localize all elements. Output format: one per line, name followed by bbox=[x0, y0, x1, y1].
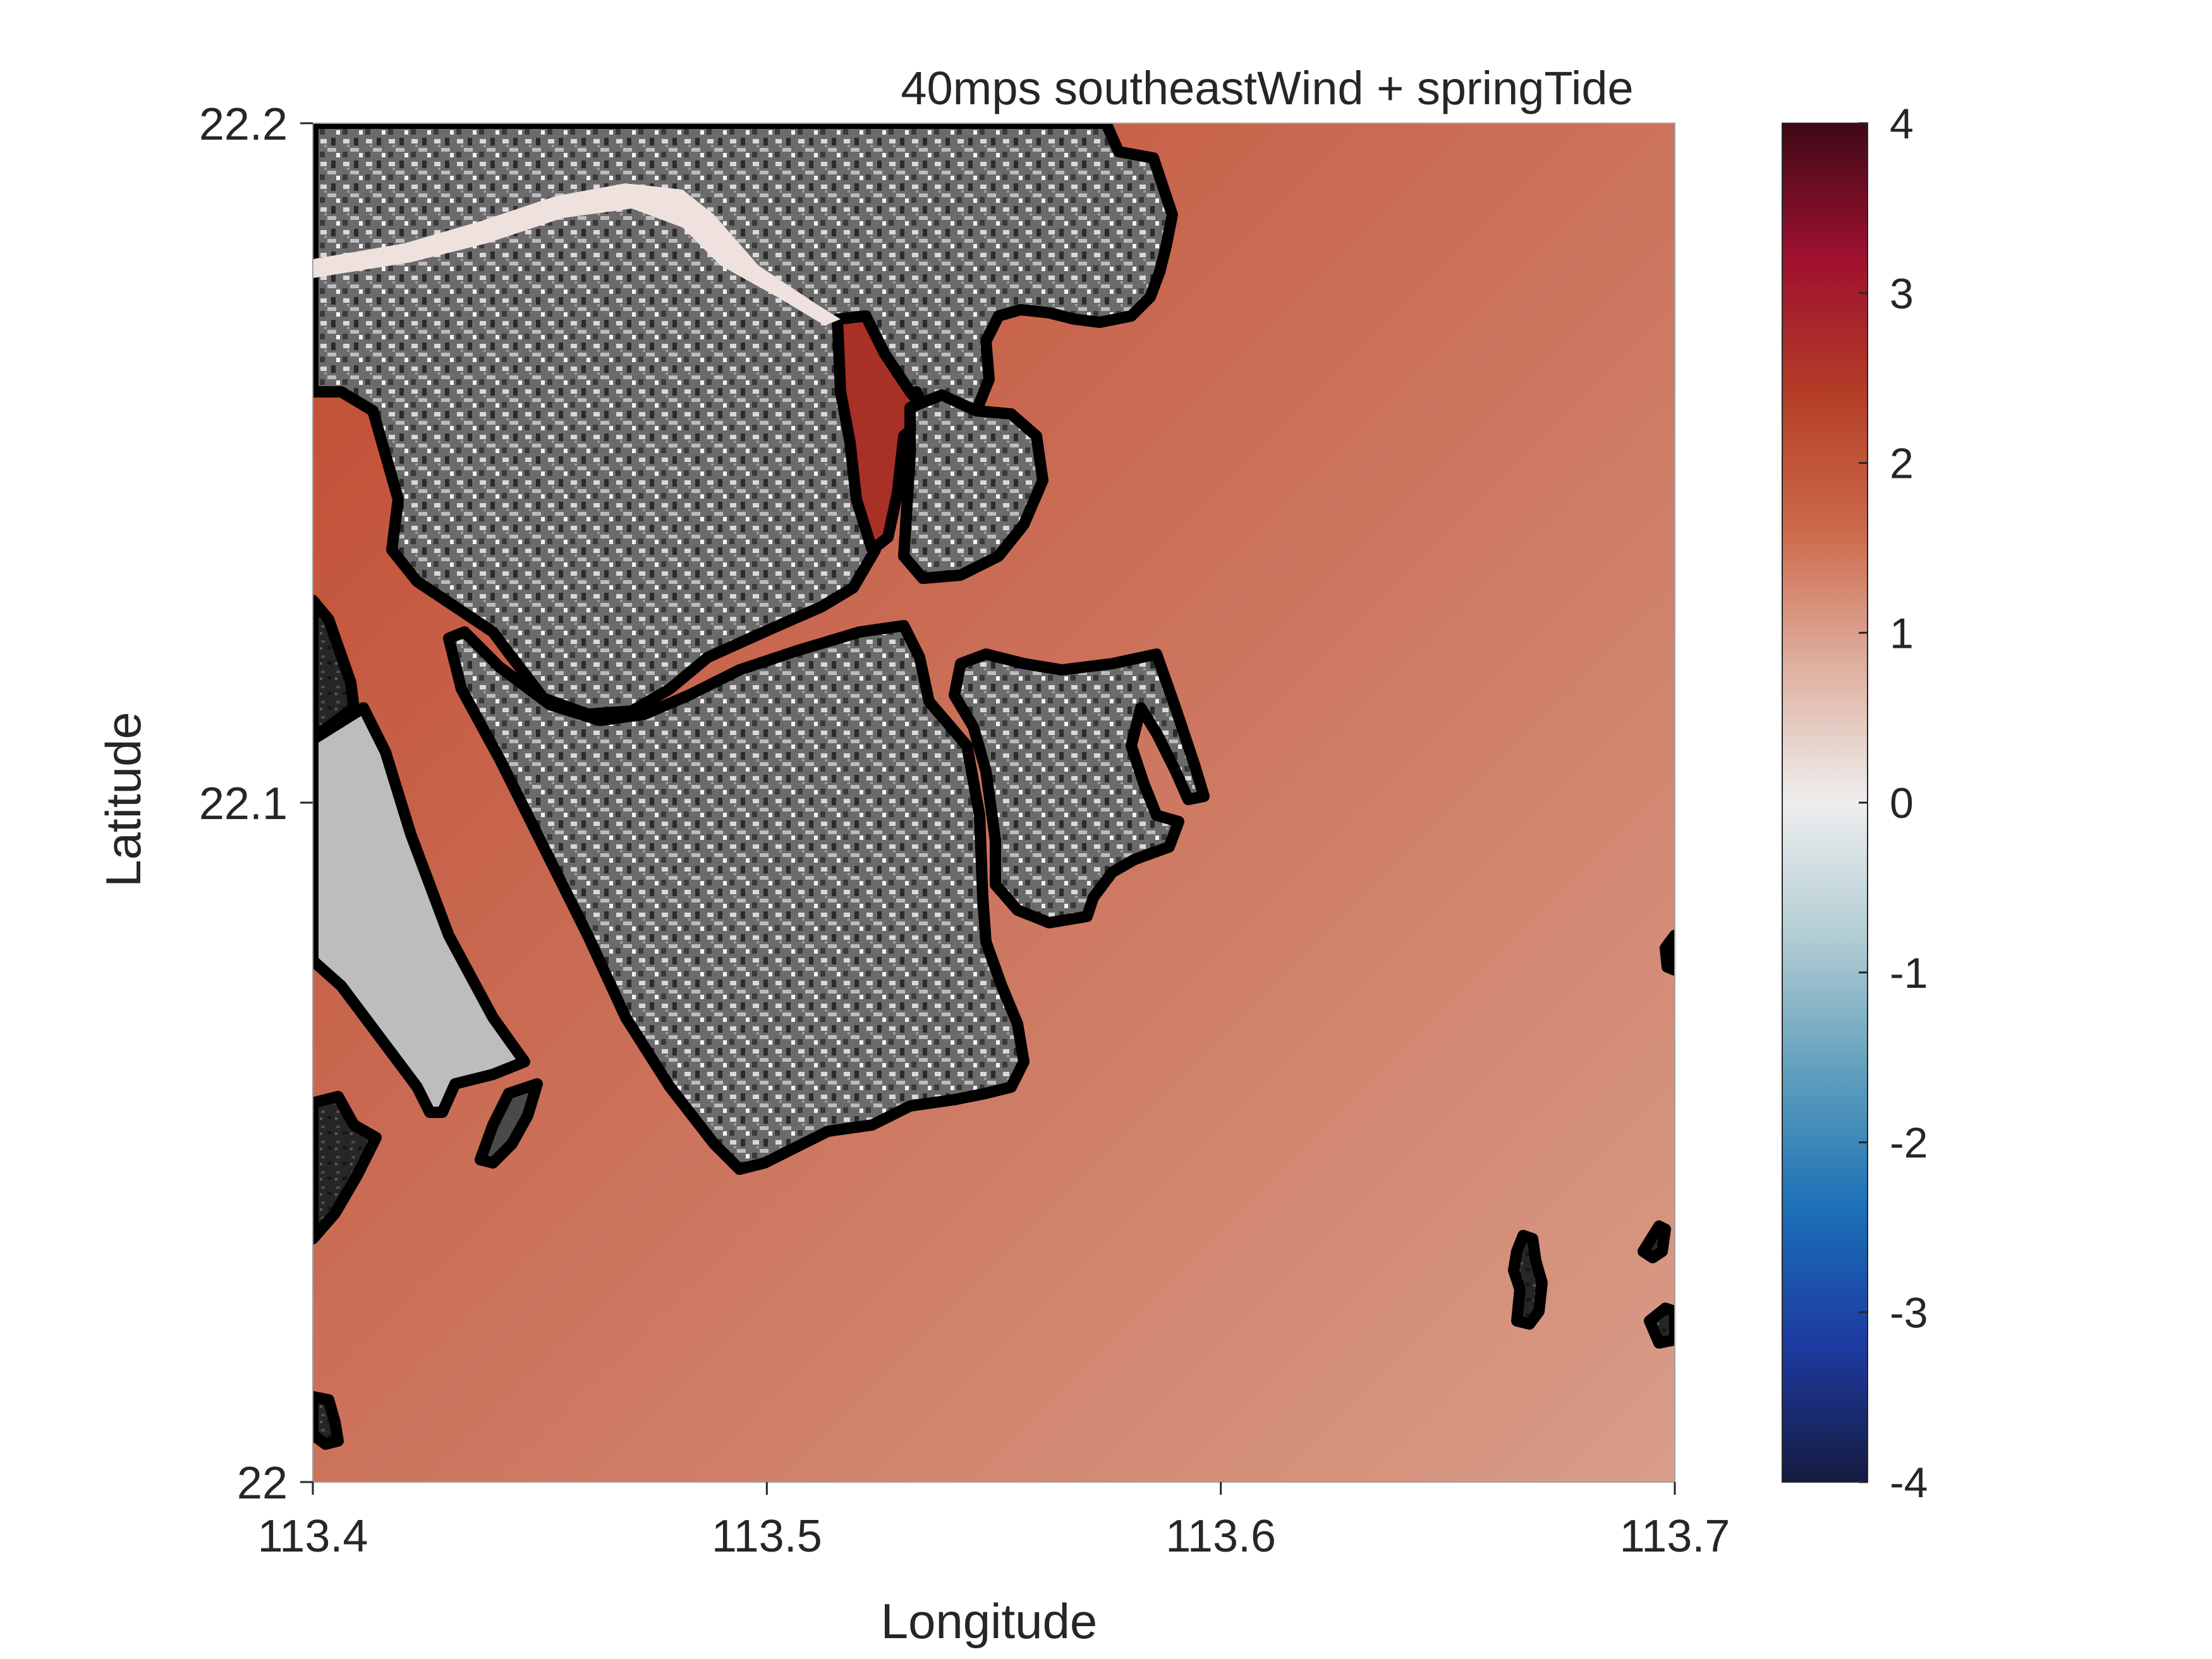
y-tick-label: 22.1 bbox=[199, 779, 288, 829]
colorbar: -4 -3 -2 -1 0 1 2 3 4 bbox=[1782, 100, 1928, 1507]
colorbar-ticks: -4 -3 -2 -1 0 1 2 3 4 bbox=[1859, 100, 1928, 1507]
map-plot-area bbox=[312, 123, 1675, 1483]
x-tick-label: 113.5 bbox=[712, 1511, 822, 1562]
y-tick-label: 22 bbox=[237, 1458, 288, 1509]
y-tick-label: 22.2 bbox=[199, 99, 288, 150]
x-tick-label: 113.6 bbox=[1165, 1511, 1276, 1562]
colorbar-tick-label: -3 bbox=[1890, 1289, 1928, 1337]
colorbar-tick-label: -4 bbox=[1890, 1459, 1928, 1507]
land-east-peninsula bbox=[898, 389, 1048, 584]
land-islet-east-3 bbox=[1644, 1303, 1675, 1349]
land-islet-southwest bbox=[313, 1391, 344, 1450]
land-east-island bbox=[949, 648, 1210, 928]
land-small-islet-west bbox=[475, 1078, 543, 1169]
colorbar-tick-label: 4 bbox=[1890, 100, 1914, 148]
colorbar-tick-label: -2 bbox=[1890, 1119, 1928, 1167]
colorbar-gradient bbox=[1782, 123, 1868, 1483]
land-inlet-channel bbox=[832, 310, 935, 556]
river-channel bbox=[313, 183, 841, 325]
land-islet-east-1 bbox=[1508, 1230, 1548, 1330]
x-axis-label: Longitude bbox=[881, 1593, 1098, 1649]
land-southwest-shore bbox=[313, 1091, 382, 1244]
colorbar-tick-label: 3 bbox=[1890, 270, 1914, 318]
colorbar-tick-label: -1 bbox=[1890, 949, 1928, 997]
x-tick-label: 113.4 bbox=[258, 1511, 368, 1562]
land-islet-east-4 bbox=[1660, 930, 1675, 976]
colorbar-tick-label: 1 bbox=[1890, 609, 1914, 657]
land-islet-east-2 bbox=[1638, 1220, 1671, 1263]
x-axis: 113.4 113.5 113.6 113.7 bbox=[258, 1482, 1730, 1562]
chart-title: 40mps southeastWind + springTide bbox=[901, 62, 1633, 114]
colorbar-tick-label: 0 bbox=[1890, 779, 1914, 827]
x-tick-label: 113.7 bbox=[1620, 1511, 1730, 1562]
land-central-island bbox=[443, 620, 1030, 1175]
y-axis-label: Latitude bbox=[95, 712, 151, 887]
colorbar-tick-label: 2 bbox=[1890, 440, 1914, 488]
land-west-mudflat bbox=[313, 702, 530, 1118]
y-axis: 22 22.1 22.2 bbox=[199, 99, 313, 1509]
land-masses bbox=[313, 123, 1675, 1450]
